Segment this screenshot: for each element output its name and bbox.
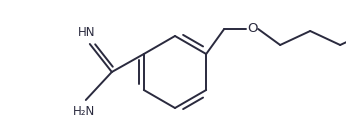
Text: H₂N: H₂N: [73, 105, 95, 118]
Text: HN: HN: [78, 26, 95, 39]
Text: O: O: [247, 23, 257, 36]
